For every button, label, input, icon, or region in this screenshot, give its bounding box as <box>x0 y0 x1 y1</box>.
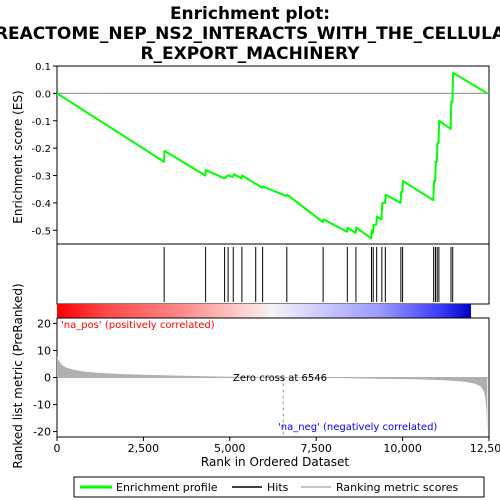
legend-box <box>73 476 485 498</box>
hits-panel <box>56 243 490 305</box>
metric-panel: 20 10 0 -10 -20 'na_pos' (positively correla… <box>33 317 490 439</box>
rank-color-bar-gradient <box>57 304 471 318</box>
es-y-tick-label: 0.1 <box>35 62 51 73</box>
legend-hits-label: Hits <box>267 481 289 494</box>
metric-y-tick-label: -20 <box>33 426 51 439</box>
negative-correlation-label: 'na_neg' (negatively correlated) <box>278 422 437 433</box>
metric-y-tick-label: -10 <box>33 399 51 412</box>
es-y-tick-label: -0.3 <box>31 172 51 183</box>
enrichment-profile-line <box>56 71 488 240</box>
x-tick-label: 0 <box>54 442 61 455</box>
metric-y-ticks: 20 10 0 -10 -20 <box>33 317 57 439</box>
es-y-tick-label: -0.4 <box>31 199 51 210</box>
rank-color-bar <box>57 304 471 318</box>
x-tick-label: 10,000 <box>383 442 422 455</box>
title-line-3: R_EXPORT_MACHINERY <box>140 44 360 64</box>
x-axis-label: Rank in Ordered Dataset <box>201 455 349 469</box>
x-tick-label: 5,000 <box>214 442 246 455</box>
legend: Enrichment profile Hits Ranking metric s… <box>73 476 485 498</box>
title-line-1: Enrichment plot: <box>170 4 330 24</box>
positive-correlation-label: 'na_pos' (positively correlated) <box>61 320 215 331</box>
metric-y-tick-label: 20 <box>37 317 51 330</box>
es-y-ticks: 0.1 0.0 -0.1 -0.2 -0.3 -0.4 -0.5 <box>31 62 57 237</box>
es-y-tick-label: -0.1 <box>31 117 51 128</box>
hit-lines <box>163 247 454 302</box>
es-y-tick-label: 0.0 <box>35 89 51 100</box>
es-y-axis-label: Enrichment score (ES) <box>11 90 25 223</box>
x-tick-label: 12,500 <box>470 442 500 455</box>
ranking-metric-area <box>57 355 488 435</box>
title-line-2: REACTOME_NEP_NS2_INTERACTS_WITH_THE_CELL… <box>0 24 500 44</box>
es-y-tick-label: -0.2 <box>31 144 51 155</box>
legend-enrichment-label: Enrichment profile <box>116 481 218 494</box>
x-tick-label: 2,500 <box>128 442 160 455</box>
metric-y-tick-label: 0 <box>44 372 51 385</box>
metric-y-tick-label: 10 <box>37 344 51 357</box>
zero-cross-label: Zero cross at 6546 <box>233 373 327 384</box>
x-tick-label: 7,500 <box>300 442 332 455</box>
legend-ranking-label: Ranking metric scores <box>336 481 458 494</box>
metric-y-axis-label: Ranked list metric (PreRanked) <box>11 283 25 468</box>
es-y-tick-label: -0.5 <box>31 226 51 237</box>
x-axis-ticks: 0 2,500 5,000 7,500 10,000 12,500 <box>54 437 500 455</box>
